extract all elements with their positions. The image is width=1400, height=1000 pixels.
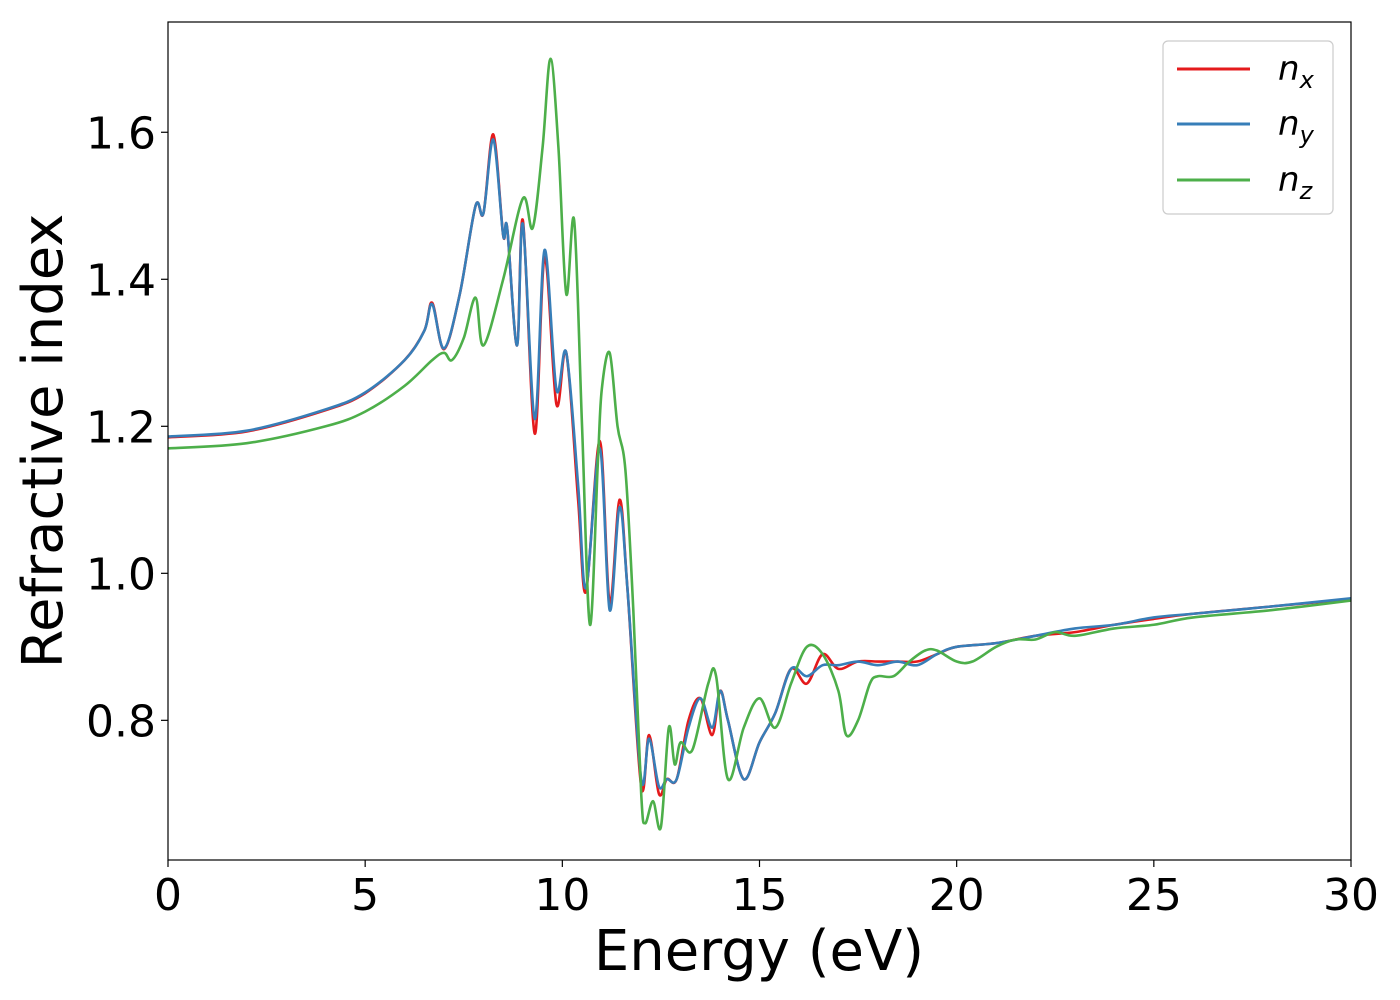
y-tick-label: 1.4 xyxy=(86,255,156,306)
x-tick-label: 20 xyxy=(929,870,985,921)
legend-label-y: ny xyxy=(1278,104,1315,149)
y-tick-label: 1.6 xyxy=(86,108,156,159)
series-line-z xyxy=(168,57,1351,831)
y-axis-label: Refractive index xyxy=(11,214,76,669)
y-tick-label: 0.8 xyxy=(86,696,156,747)
x-tick-label: 25 xyxy=(1126,870,1182,921)
legend-label-x: nx xyxy=(1278,49,1315,94)
series-line-y xyxy=(168,138,1351,790)
y-tick-label: 1.0 xyxy=(86,549,156,600)
x-tick-label: 10 xyxy=(534,870,590,921)
plot-lines xyxy=(168,57,1351,831)
legend: nx ny nz xyxy=(1162,40,1334,215)
y-axis: 0.8 1.0 1.2 1.4 1.6 xyxy=(86,108,168,747)
x-tick-label: 5 xyxy=(351,870,379,921)
x-axis: 0 5 10 15 20 25 30 xyxy=(154,860,1379,921)
legend-label-z: nz xyxy=(1278,160,1314,205)
x-tick-label: 15 xyxy=(732,870,788,921)
x-tick-label: 0 xyxy=(154,870,182,921)
x-axis-label: Energy (eV) xyxy=(594,919,924,984)
y-tick-label: 1.2 xyxy=(86,402,156,453)
x-tick-label: 30 xyxy=(1323,870,1379,921)
legend-box xyxy=(1162,40,1334,215)
